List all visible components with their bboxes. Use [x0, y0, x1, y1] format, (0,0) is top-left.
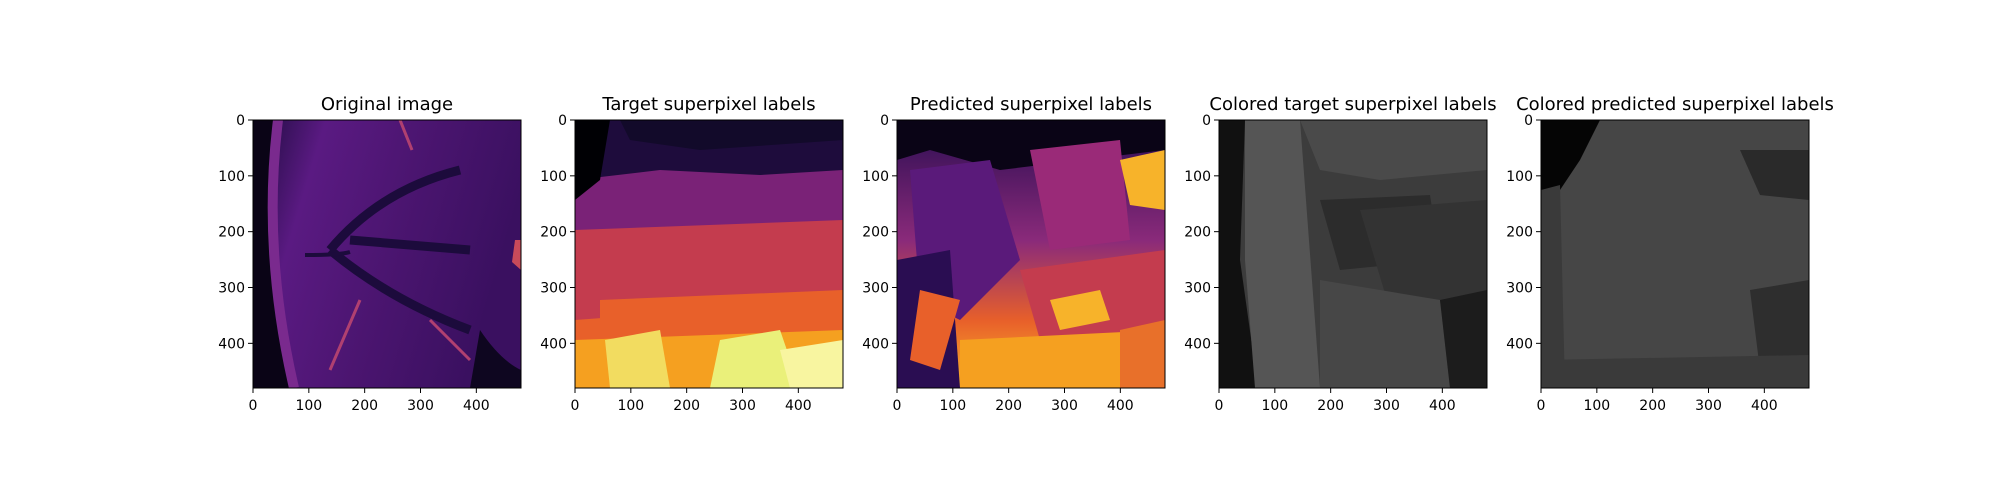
- x-tick-label: 200: [995, 398, 1022, 414]
- axes-frame: [574, 119, 844, 389]
- y-tick-label: 400: [1184, 336, 1211, 352]
- y-tick-label: 400: [218, 336, 245, 352]
- x-tick-label: 100: [617, 398, 644, 414]
- x-tick-label: 400: [1751, 398, 1778, 414]
- panel-title: Original image: [321, 94, 453, 115]
- x-tick-label: 400: [1429, 398, 1456, 414]
- image-predicted-labels: [897, 120, 1165, 388]
- x-tick-label: 0: [1215, 398, 1224, 414]
- y-tick-label: 0: [1202, 113, 1211, 129]
- y-tick-label: 200: [1506, 225, 1533, 241]
- panel-target-labels: Target superpixel labels 0 100 200 300 400 0 10…: [540, 94, 844, 414]
- y-tick-label: 300: [1184, 281, 1211, 297]
- image-colored-predicted-labels: [1541, 120, 1809, 388]
- axes-frame: [252, 119, 522, 389]
- x-tick-label: 0: [571, 398, 580, 414]
- y-tick-label: 300: [540, 281, 567, 297]
- image-target-labels: [575, 120, 843, 388]
- x-tick-label: 100: [295, 398, 322, 414]
- y-tick-label: 0: [236, 113, 245, 129]
- x-tick-label: 200: [673, 398, 700, 414]
- x-tick-label: 300: [1373, 398, 1400, 414]
- x-tick-label: 200: [1317, 398, 1344, 414]
- x-tick-label: 300: [1051, 398, 1078, 414]
- y-tick-label: 100: [540, 169, 567, 185]
- panel-original-image: Original image 0 100 200 300 400 0 100 200 300 400: [218, 94, 522, 414]
- x-tick-label: 300: [407, 398, 434, 414]
- image-original: [253, 120, 521, 388]
- x-tick-label: 400: [785, 398, 812, 414]
- axes-frame: [896, 119, 1166, 389]
- y-tick-label: 300: [218, 281, 245, 297]
- panel-predicted-labels: Predicted superpixel labels 0 100 200 300 400…: [862, 94, 1166, 414]
- x-tick-label: 100: [1261, 398, 1288, 414]
- x-tick-label: 100: [1583, 398, 1610, 414]
- axes-frame: [1540, 119, 1810, 389]
- x-tick-label: 0: [893, 398, 902, 414]
- y-tick-label: 0: [880, 113, 889, 129]
- y-tick-label: 0: [558, 113, 567, 129]
- x-tick-label: 400: [1107, 398, 1134, 414]
- image-colored-target-labels: [1219, 120, 1487, 388]
- y-tick-label: 200: [540, 225, 567, 241]
- y-tick-label: 400: [862, 336, 889, 352]
- panel-title: Target superpixel labels: [601, 94, 815, 115]
- x-tick-label: 0: [1537, 398, 1546, 414]
- y-tick-label: 200: [862, 225, 889, 241]
- y-tick-label: 200: [218, 225, 245, 241]
- y-tick-label: 100: [1506, 169, 1533, 185]
- panel-title: Colored predicted superpixel labels: [1516, 94, 1834, 115]
- x-tick-label: 200: [351, 398, 378, 414]
- y-tick-label: 100: [218, 169, 245, 185]
- y-tick-label: 100: [862, 169, 889, 185]
- axes-frame: [1218, 119, 1488, 389]
- x-tick-label: 100: [939, 398, 966, 414]
- y-tick-label: 300: [1506, 281, 1533, 297]
- y-tick-label: 0: [1524, 113, 1533, 129]
- x-tick-label: 400: [463, 398, 490, 414]
- x-tick-label: 200: [1639, 398, 1666, 414]
- y-tick-label: 100: [1184, 169, 1211, 185]
- x-tick-label: 0: [249, 398, 258, 414]
- y-tick-label: 200: [1184, 225, 1211, 241]
- panel-title: Colored target superpixel labels: [1209, 94, 1496, 115]
- y-tick-label: 400: [540, 336, 567, 352]
- x-tick-label: 300: [1695, 398, 1722, 414]
- y-tick-label: 400: [1506, 336, 1533, 352]
- x-tick-label: 300: [729, 398, 756, 414]
- y-tick-label: 300: [862, 281, 889, 297]
- panel-title: Predicted superpixel labels: [910, 94, 1152, 115]
